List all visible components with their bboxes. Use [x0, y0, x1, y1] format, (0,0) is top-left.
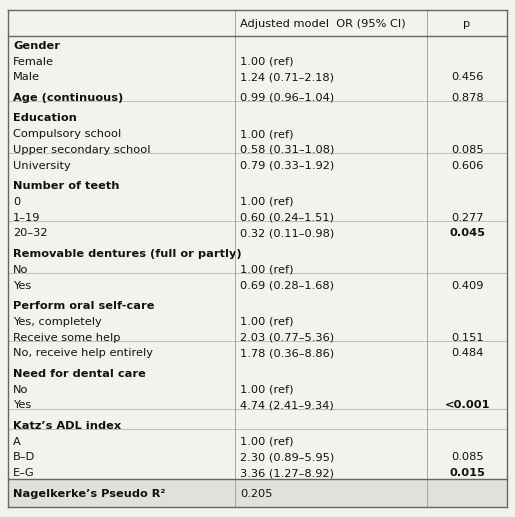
- Text: 2.03 (0.77–5.36): 2.03 (0.77–5.36): [240, 332, 334, 343]
- Text: 0.085: 0.085: [451, 452, 484, 462]
- Text: 0.60 (0.24–1.51): 0.60 (0.24–1.51): [240, 212, 334, 223]
- Text: Male: Male: [13, 72, 40, 82]
- Text: <0.001: <0.001: [444, 400, 490, 410]
- Text: No: No: [13, 265, 28, 275]
- Text: 0.456: 0.456: [451, 72, 483, 82]
- Text: Yes, completely: Yes, completely: [13, 317, 102, 327]
- Bar: [8, 479, 507, 507]
- Text: No: No: [13, 385, 28, 394]
- Text: 3.36 (1.27–8.92): 3.36 (1.27–8.92): [240, 468, 334, 478]
- Text: 0.79 (0.33–1.92): 0.79 (0.33–1.92): [240, 161, 334, 171]
- Text: 0.205: 0.205: [240, 489, 272, 499]
- Text: Yes: Yes: [13, 281, 31, 291]
- Text: Need for dental care: Need for dental care: [13, 369, 146, 379]
- Text: Nagelkerke’s Pseudo R²: Nagelkerke’s Pseudo R²: [13, 489, 165, 499]
- Text: 0.878: 0.878: [451, 93, 484, 103]
- Text: E–G: E–G: [13, 468, 35, 478]
- Text: 20–32: 20–32: [13, 229, 47, 238]
- Text: Adjusted model  OR (95% CI): Adjusted model OR (95% CI): [240, 19, 406, 29]
- Text: 1.00 (ref): 1.00 (ref): [240, 317, 294, 327]
- Text: 0: 0: [13, 197, 20, 207]
- Text: 4.74 (2.41–9.34): 4.74 (2.41–9.34): [240, 400, 334, 410]
- Text: University: University: [13, 161, 71, 171]
- Text: Removable dentures (full or partly): Removable dentures (full or partly): [13, 249, 242, 259]
- Text: 0.32 (0.11–0.98): 0.32 (0.11–0.98): [240, 229, 334, 238]
- Text: Compulsory school: Compulsory school: [13, 129, 121, 139]
- Text: Yes: Yes: [13, 400, 31, 410]
- Text: 0.606: 0.606: [451, 161, 483, 171]
- Text: 0.99 (0.96–1.04): 0.99 (0.96–1.04): [240, 93, 334, 103]
- Text: 2.30 (0.89–5.95): 2.30 (0.89–5.95): [240, 452, 334, 462]
- Text: 1.00 (ref): 1.00 (ref): [240, 265, 294, 275]
- Text: 0.045: 0.045: [449, 229, 485, 238]
- Text: 1.24 (0.71–2.18): 1.24 (0.71–2.18): [240, 72, 334, 82]
- Text: No, receive help entirely: No, receive help entirely: [13, 348, 153, 358]
- Text: Education: Education: [13, 113, 77, 124]
- Text: B–D: B–D: [13, 452, 35, 462]
- Text: Gender: Gender: [13, 41, 60, 51]
- Text: 1.78 (0.36–8.86): 1.78 (0.36–8.86): [240, 348, 334, 358]
- Text: 0.484: 0.484: [451, 348, 483, 358]
- Text: Perform oral self-care: Perform oral self-care: [13, 301, 154, 311]
- Text: 1.00 (ref): 1.00 (ref): [240, 436, 294, 447]
- Text: 0.58 (0.31–1.08): 0.58 (0.31–1.08): [240, 145, 334, 155]
- Text: Number of teeth: Number of teeth: [13, 181, 119, 191]
- Text: Female: Female: [13, 57, 54, 67]
- Text: 1.00 (ref): 1.00 (ref): [240, 57, 294, 67]
- Text: 0.085: 0.085: [451, 145, 484, 155]
- Text: 0.277: 0.277: [451, 212, 484, 223]
- Text: Receive some help: Receive some help: [13, 332, 121, 343]
- Text: Age (continuous): Age (continuous): [13, 93, 123, 103]
- Text: 0.015: 0.015: [449, 468, 485, 478]
- Text: A: A: [13, 436, 21, 447]
- Text: 1.00 (ref): 1.00 (ref): [240, 385, 294, 394]
- Text: 0.69 (0.28–1.68): 0.69 (0.28–1.68): [240, 281, 334, 291]
- Text: Katz’s ADL index: Katz’s ADL index: [13, 421, 121, 431]
- Text: p: p: [464, 19, 471, 29]
- Text: 0.409: 0.409: [451, 281, 484, 291]
- Text: Upper secondary school: Upper secondary school: [13, 145, 150, 155]
- Text: 1.00 (ref): 1.00 (ref): [240, 129, 294, 139]
- Text: 1.00 (ref): 1.00 (ref): [240, 197, 294, 207]
- Text: 0.151: 0.151: [451, 332, 484, 343]
- Text: 1–19: 1–19: [13, 212, 41, 223]
